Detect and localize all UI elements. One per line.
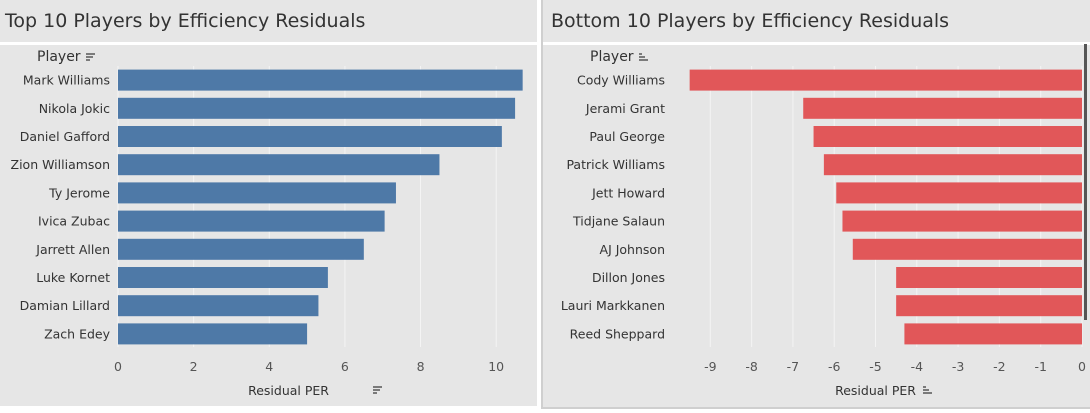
- x-tick-label: -1: [1034, 359, 1046, 374]
- sort-icon[interactable]: [86, 53, 95, 61]
- player-label: Paul George: [589, 129, 665, 144]
- x-axis-title[interactable]: Residual PER: [248, 383, 329, 398]
- x-tick-label: -3: [952, 359, 964, 374]
- x-tick-label: -5: [869, 359, 881, 374]
- sort-icon[interactable]: [639, 53, 648, 61]
- bar[interactable]: [803, 97, 1082, 119]
- player-label: Ivica Zubac: [38, 214, 110, 229]
- scrollbar[interactable]: [1084, 44, 1087, 320]
- bar[interactable]: [118, 323, 308, 345]
- bar[interactable]: [118, 69, 523, 91]
- player-label: Jett Howard: [591, 185, 665, 200]
- player-label: Zach Edey: [44, 326, 111, 341]
- sort-icon[interactable]: [373, 386, 382, 394]
- player-label: Tidjane Salaun: [572, 214, 665, 229]
- player-label: Mark Williams: [23, 73, 110, 88]
- player-label: Damian Lillard: [20, 298, 110, 313]
- player-label: AJ Johnson: [600, 242, 665, 257]
- player-field-header[interactable]: Player: [37, 49, 81, 65]
- player-label: Zion Williamson: [11, 157, 110, 172]
- bar[interactable]: [118, 295, 319, 317]
- bar[interactable]: [118, 126, 502, 147]
- x-tick-label: 2: [190, 359, 198, 374]
- bar[interactable]: [823, 154, 1082, 176]
- bottom-chart-title: Bottom 10 Players by Efficiency Residual…: [543, 0, 1090, 45]
- bar[interactable]: [118, 182, 396, 204]
- bar[interactable]: [842, 210, 1082, 232]
- x-tick-label: 6: [341, 359, 349, 374]
- sort-icon[interactable]: [923, 386, 932, 394]
- bar[interactable]: [852, 238, 1082, 260]
- top-players-chart: Player Residual PER Mark Williams Nikola …: [11, 49, 523, 398]
- player-label: Daniel Gafford: [20, 129, 110, 144]
- player-label: Reed Sheppard: [570, 326, 665, 341]
- x-tick-label: -9: [704, 359, 717, 374]
- player-label: Nikola Jokic: [39, 101, 110, 116]
- bottom-players-chart: Player Residual PER Cody Williams Jerami …: [561, 49, 1086, 398]
- player-label: Cody Williams: [577, 73, 665, 88]
- x-tick-label: -2: [993, 359, 1005, 374]
- player-label: Ty Jerome: [48, 185, 110, 200]
- bar[interactable]: [896, 295, 1082, 317]
- x-axis-title[interactable]: Residual PER: [835, 383, 916, 398]
- bar[interactable]: [118, 210, 385, 232]
- bar[interactable]: [813, 126, 1082, 147]
- bottom-players-panel: Bottom 10 Players by Efficiency Residual…: [541, 0, 1090, 409]
- bar[interactable]: [118, 97, 516, 119]
- bar[interactable]: [118, 154, 440, 176]
- x-tick-label: -7: [787, 359, 799, 374]
- player-label: Patrick Williams: [566, 157, 665, 172]
- player-label: Jerami Grant: [585, 101, 665, 116]
- player-label: Dillon Jones: [592, 270, 665, 285]
- x-tick-label: 0: [114, 359, 122, 374]
- x-tick-label: 10: [488, 359, 504, 374]
- player-field-header[interactable]: Player: [590, 49, 634, 65]
- bar[interactable]: [896, 267, 1082, 288]
- x-tick-label: 8: [417, 359, 425, 374]
- bar[interactable]: [836, 182, 1082, 204]
- player-label: Jarrett Allen: [35, 242, 110, 257]
- x-tick-label: -6: [828, 359, 841, 374]
- x-tick-label: 0: [1078, 359, 1086, 374]
- bar[interactable]: [904, 323, 1082, 345]
- x-tick-label: 4: [265, 359, 273, 374]
- player-label: Lauri Markkanen: [561, 298, 665, 313]
- bar[interactable]: [689, 69, 1082, 91]
- x-tick-label: -4: [911, 359, 924, 374]
- top-players-panel: Top 10 Players by Efficiency Residuals P…: [0, 0, 537, 406]
- player-label: Luke Kornet: [36, 270, 110, 285]
- bar[interactable]: [118, 238, 364, 260]
- x-tick-label: -8: [745, 359, 758, 374]
- bar[interactable]: [118, 267, 328, 288]
- top-chart-title: Top 10 Players by Efficiency Residuals: [0, 0, 537, 45]
